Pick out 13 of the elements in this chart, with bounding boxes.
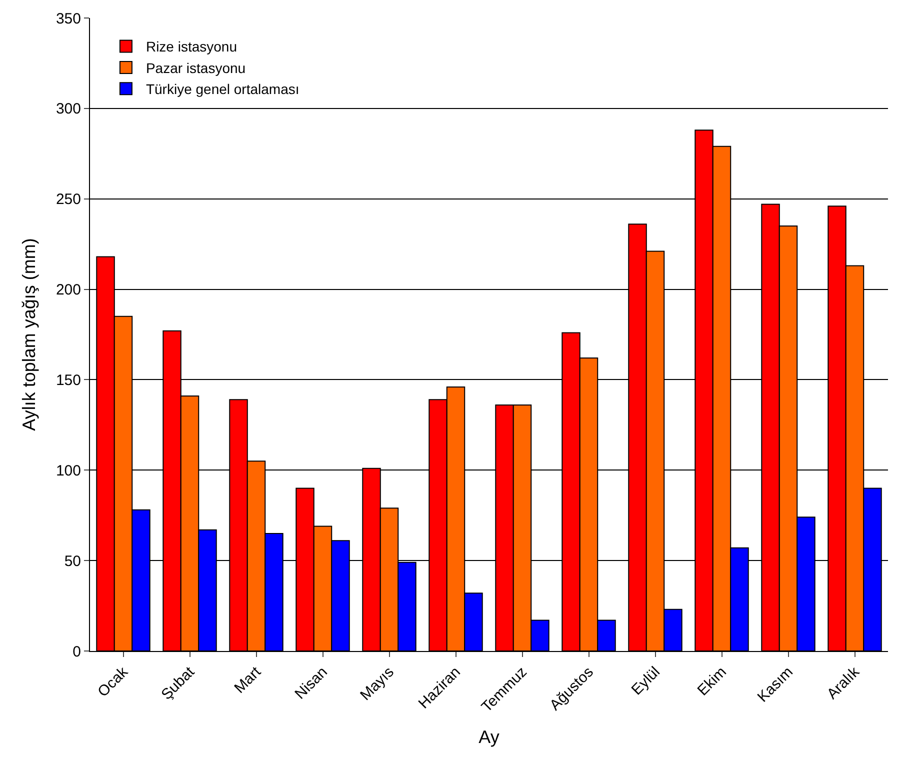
y-tick-label: 350	[56, 10, 81, 28]
legend-label: Pazar istasyonu	[146, 60, 246, 76]
y-tick-label: 200	[56, 282, 81, 299]
legend-label: Rize istasyonu	[146, 38, 238, 55]
y-axis-title: Aylık toplam yağış (mm)	[19, 238, 40, 431]
y-tick-label: 150	[56, 372, 81, 389]
x-axis-title: Ay	[478, 726, 500, 747]
y-tick-label: 100	[56, 462, 81, 480]
y-tick-label: 0	[72, 643, 81, 660]
y-tick-label: 250	[56, 191, 81, 208]
y-tick-label: 50	[64, 552, 81, 570]
y-tick-label: 300	[56, 100, 81, 118]
legend-label: Türkiye genel ortalaması	[146, 81, 300, 98]
